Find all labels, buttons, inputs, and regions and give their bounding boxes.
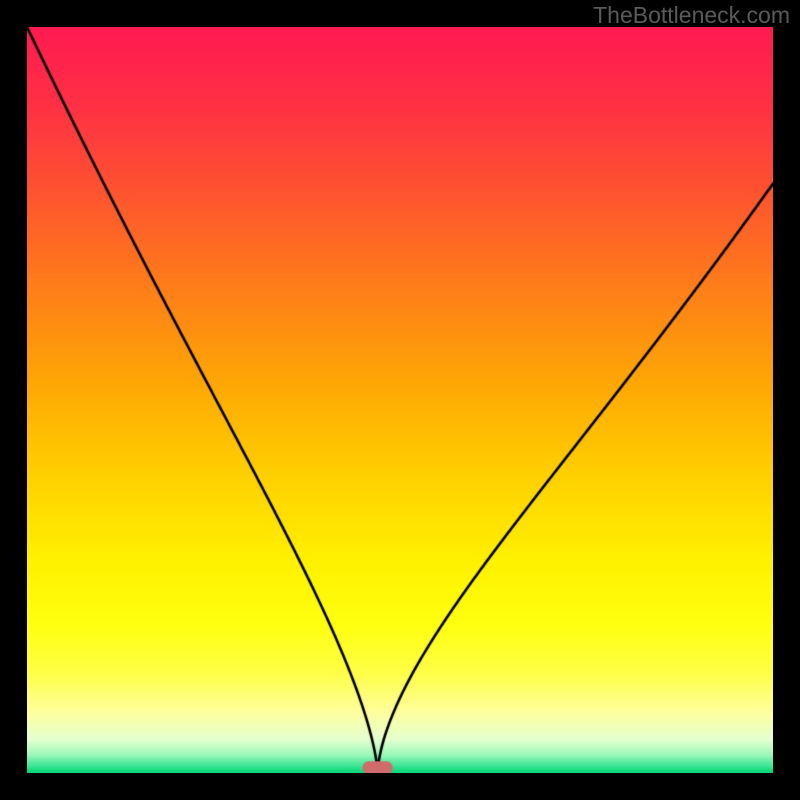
- chart-frame: TheBottleneck.com: [0, 0, 800, 800]
- bottleneck-curve-chart: [27, 27, 773, 773]
- watermark-text: TheBottleneck.com: [593, 2, 790, 29]
